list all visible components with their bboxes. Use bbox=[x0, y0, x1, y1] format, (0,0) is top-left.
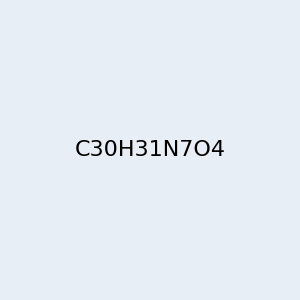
Text: C30H31N7O4: C30H31N7O4 bbox=[74, 140, 226, 160]
